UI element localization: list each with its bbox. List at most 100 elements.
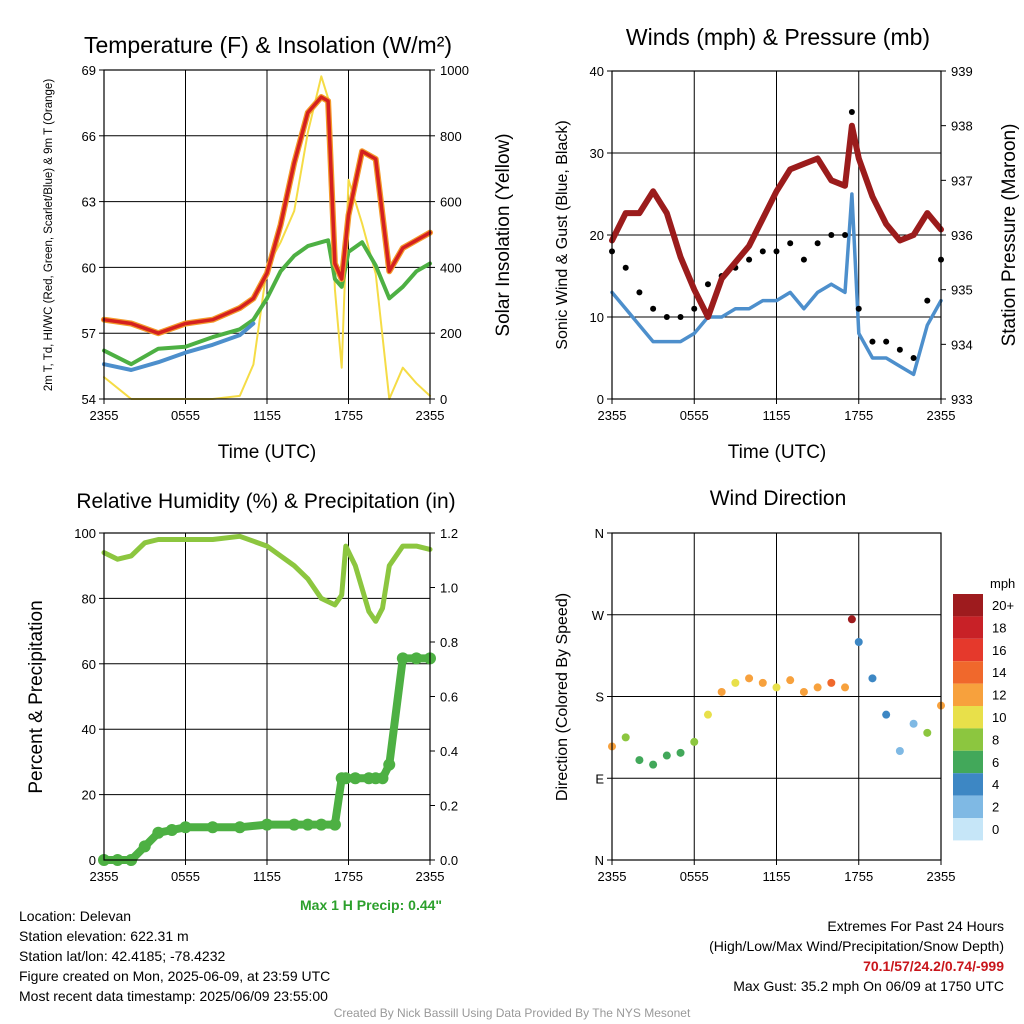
- direction-dot: [882, 710, 891, 719]
- x-tick-label: 0555: [171, 408, 200, 423]
- y-tick-label: 100: [74, 526, 96, 541]
- direction-dot: [786, 676, 795, 685]
- created-text: Figure created on Mon, 2025-06-09, at 23…: [19, 968, 331, 984]
- legend-swatch: [953, 661, 983, 684]
- y-tick-label: 20: [82, 788, 96, 803]
- max-precip-label: Max 1 H Precip: 0.44": [300, 897, 443, 913]
- legend-swatch: [953, 594, 983, 617]
- location-text: Location: Delevan: [19, 908, 132, 924]
- y-tick-label: 60: [82, 657, 96, 672]
- chart-title: Temperature (F) & Insolation (W/m²): [84, 32, 452, 58]
- gust-dot: [848, 109, 855, 115]
- direction-dot: [772, 683, 781, 692]
- x-tick-label: 2355: [927, 869, 956, 884]
- extremes-values: 70.1/57/24.2/0.74/-999: [863, 958, 1004, 974]
- pressure-line: [609, 122, 944, 320]
- direction-dot: [895, 747, 904, 755]
- legend-label: 2: [992, 800, 999, 815]
- y2-tick-label: 400: [440, 260, 462, 275]
- y-tick-label: 40: [590, 64, 604, 79]
- legend-label: 14: [992, 665, 1006, 680]
- y2-tick-label: 934: [951, 337, 973, 352]
- plot-border: [103, 69, 431, 400]
- y2-tick-label: 938: [951, 119, 973, 134]
- y2-tick-label: 933: [951, 392, 973, 407]
- direction-dot: [909, 719, 918, 728]
- y-tick-label: W: [592, 608, 605, 623]
- y2-tick-label: 0.2: [440, 799, 458, 814]
- y2-tick-label: 937: [951, 173, 973, 188]
- heat-index-line: [102, 321, 256, 372]
- y2-axis-label: Solar Insolation (Yellow): [493, 133, 514, 336]
- x-tick-label: 0555: [171, 869, 200, 884]
- credit-text: Created By Nick Bassill Using Data Provi…: [333, 1006, 691, 1020]
- x-tick-label: 1155: [253, 869, 281, 884]
- rh-line: [101, 533, 433, 624]
- y2-tick-label: 0: [440, 392, 447, 407]
- direction-dot: [703, 710, 712, 719]
- max-gust-text: Max Gust: 35.2 mph On 06/09 at 1750 UTC: [733, 978, 1004, 994]
- y2-tick-label: 936: [951, 228, 973, 243]
- legend-label: 16: [992, 643, 1006, 658]
- panel-1: 54 57 60 63 66 69 0 200 400 600 800 1000 2355 0555 115…: [43, 32, 514, 463]
- y2-tick-label: 0.8: [440, 635, 458, 650]
- panel-2: 0 10 20 30 40 933 934 935 936 937 938 939 2355 0555 11…: [554, 24, 1020, 463]
- y2-tick-label: 935: [951, 283, 973, 298]
- extremes-info: Extremes For Past 24 Hours (High/Low/Max…: [709, 916, 1004, 996]
- legend-swatch: [953, 706, 983, 729]
- gust-dot: [883, 338, 890, 345]
- y-axis-label: Direction (Colored By Speed): [554, 593, 571, 801]
- chart-title: Wind Direction: [710, 487, 847, 510]
- x-tick-label: 2355: [927, 408, 956, 423]
- gust-dot: [842, 232, 849, 238]
- chart-title: Relative Humidity (%) & Precipitation (i…: [76, 490, 455, 513]
- legend-swatch: [953, 616, 983, 639]
- y-tick-label: 54: [82, 392, 96, 407]
- y-tick-label: S: [595, 690, 604, 705]
- direction-dot: [799, 687, 808, 696]
- y2-tick-label: 939: [951, 64, 973, 79]
- direction-dot: [731, 678, 740, 687]
- legend-swatch: [953, 795, 983, 818]
- plot-border: [611, 532, 942, 861]
- precip-line: [100, 654, 434, 864]
- y2-axis-label: Station Pressure (Maroon): [999, 124, 1020, 347]
- extremes-title: Extremes For Past 24 Hours: [827, 918, 1004, 934]
- direction-dot: [690, 737, 699, 746]
- gust-dot: [814, 240, 821, 247]
- direction-dot: [847, 615, 856, 624]
- y-tick-label: E: [595, 771, 604, 786]
- direction-dot: [841, 683, 850, 692]
- x-tick-label: 1155: [253, 408, 281, 423]
- gust-dot: [622, 264, 629, 271]
- gust-dot: [869, 338, 876, 345]
- plot-border: [103, 532, 431, 861]
- gust-dot: [787, 240, 794, 247]
- panel-3: 0 20 40 60 80 100 0.0 0.2 0.4 0.6 0.8 1.0 1.2 2355 055…: [26, 490, 458, 884]
- y-tick-label: 80: [82, 591, 96, 606]
- legend-swatch: [953, 750, 983, 774]
- x-tick-label: 2355: [90, 408, 119, 423]
- x-tick-label: 1155: [763, 408, 791, 423]
- y-tick-label: 10: [590, 310, 604, 325]
- gust-dot: [663, 314, 670, 320]
- gust-dot: [828, 232, 835, 238]
- y-tick-label: 0: [597, 392, 604, 407]
- y-tick-label: 40: [82, 722, 96, 737]
- x-axis-label: Time (UTC): [728, 442, 827, 463]
- gust-dot: [800, 256, 807, 263]
- chart-title: Winds (mph) & Pressure (mb): [626, 24, 930, 50]
- y-axis-label: Percent & Precipitation: [26, 600, 47, 793]
- gust-dot: [773, 248, 780, 255]
- direction-dot: [662, 751, 671, 760]
- direction-dot: [621, 733, 630, 742]
- latlon-text: Station lat/lon: 42.4185; -78.4232: [19, 948, 226, 964]
- y-tick-label: N: [595, 853, 604, 868]
- y-tick-label: 20: [590, 228, 604, 243]
- direction-dot: [923, 728, 932, 737]
- gust-dot: [636, 289, 643, 296]
- extremes-sub: (High/Low/Max Wind/Precipitation/Snow De…: [709, 938, 1004, 954]
- y-tick-label: 0: [89, 853, 96, 868]
- legend-label: 10: [992, 710, 1006, 725]
- gust-dot: [704, 281, 711, 288]
